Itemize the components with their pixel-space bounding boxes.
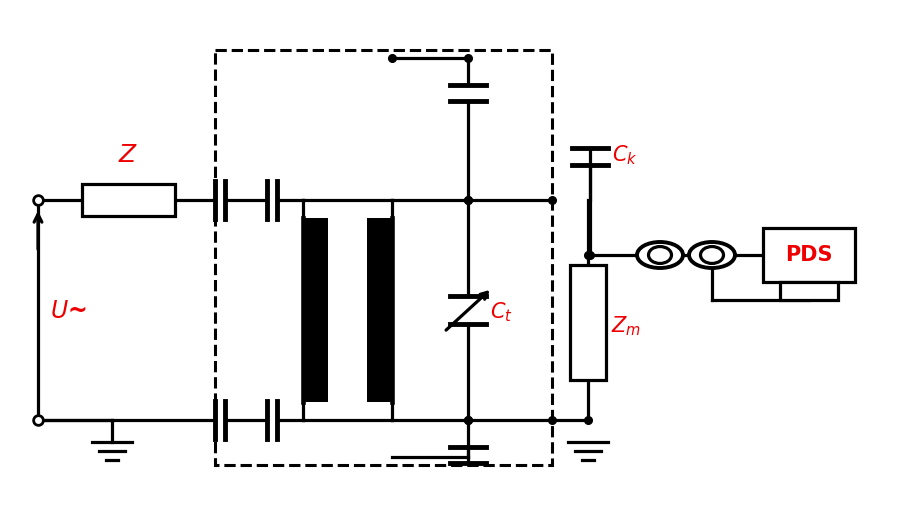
Text: $C_t$: $C_t$ [490, 300, 513, 324]
Text: $U$~: $U$~ [50, 299, 87, 323]
Ellipse shape [689, 242, 735, 268]
Bar [570, 265, 606, 380]
Ellipse shape [637, 242, 683, 268]
Ellipse shape [649, 246, 672, 264]
Ellipse shape [701, 246, 724, 264]
Text: PDS: PDS [785, 245, 833, 265]
Bar [215, 50, 552, 465]
Bar [82, 184, 175, 216]
Bar [763, 228, 855, 282]
Bar [302, 218, 328, 402]
Text: $Z_m$: $Z_m$ [611, 315, 641, 338]
Bar [367, 218, 393, 402]
Text: $C_k$: $C_k$ [612, 144, 638, 167]
Bar [781, 282, 837, 300]
Text: $Z$: $Z$ [118, 143, 138, 167]
